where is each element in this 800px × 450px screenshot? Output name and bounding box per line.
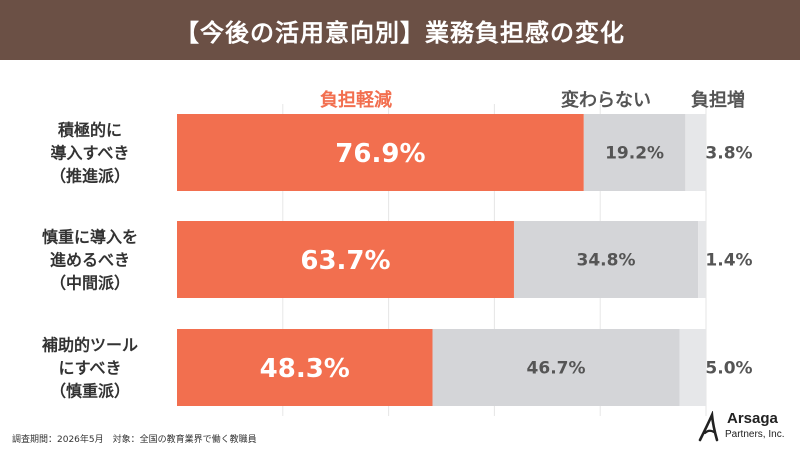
- data-label: 3.8%: [705, 144, 752, 164]
- data-label: 1.4%: [705, 251, 752, 271]
- bar-segment: [583, 114, 686, 191]
- category-label: にすべき: [58, 359, 121, 378]
- data-label: 34.8%: [577, 251, 636, 271]
- bar-segment: [177, 114, 584, 191]
- bar-segment: [685, 114, 706, 191]
- category-label: （推進派）: [50, 167, 130, 186]
- category-label: （中間派）: [50, 274, 130, 293]
- logo-subtitle: Partners, Inc.: [725, 429, 785, 440]
- legend-label-3: 負担増: [691, 89, 745, 111]
- legend-label-2: 変わらない: [561, 89, 651, 111]
- data-label: 19.2%: [605, 144, 664, 164]
- bar-segment: [698, 221, 706, 298]
- data-label: 5.0%: [705, 359, 752, 379]
- bar-segment: [513, 221, 699, 298]
- data-label: 63.7%: [300, 246, 390, 276]
- data-label: 46.7%: [527, 359, 586, 379]
- category-label: 進めるべき: [50, 251, 130, 270]
- survey-footnote: 調査期間：2026年5月 対象：全国の教育業界で働く教職員: [12, 435, 257, 445]
- chart-title: 【今後の活用意向別】業務負担感の変化: [0, 0, 800, 60]
- legend-label-1: 負担軽減: [320, 89, 392, 111]
- bar-segment: [177, 329, 433, 406]
- bar-segment: [679, 329, 706, 406]
- logo-name: Arsaga: [727, 410, 778, 427]
- logo-mark-icon: [698, 411, 719, 442]
- bar-segment: [432, 329, 680, 406]
- category-label: 導入すべき: [51, 144, 130, 163]
- bar-segment: [177, 221, 514, 298]
- category-label: 積極的に: [57, 121, 122, 140]
- category-label: 補助的ツール: [41, 336, 138, 355]
- category-label: （慎重派）: [50, 382, 130, 401]
- company-logo: Arsaga Partners, Inc.: [697, 407, 797, 447]
- data-label: 76.9%: [335, 139, 425, 169]
- data-label: 48.3%: [260, 354, 350, 384]
- category-label: 慎重に導入を: [42, 228, 138, 247]
